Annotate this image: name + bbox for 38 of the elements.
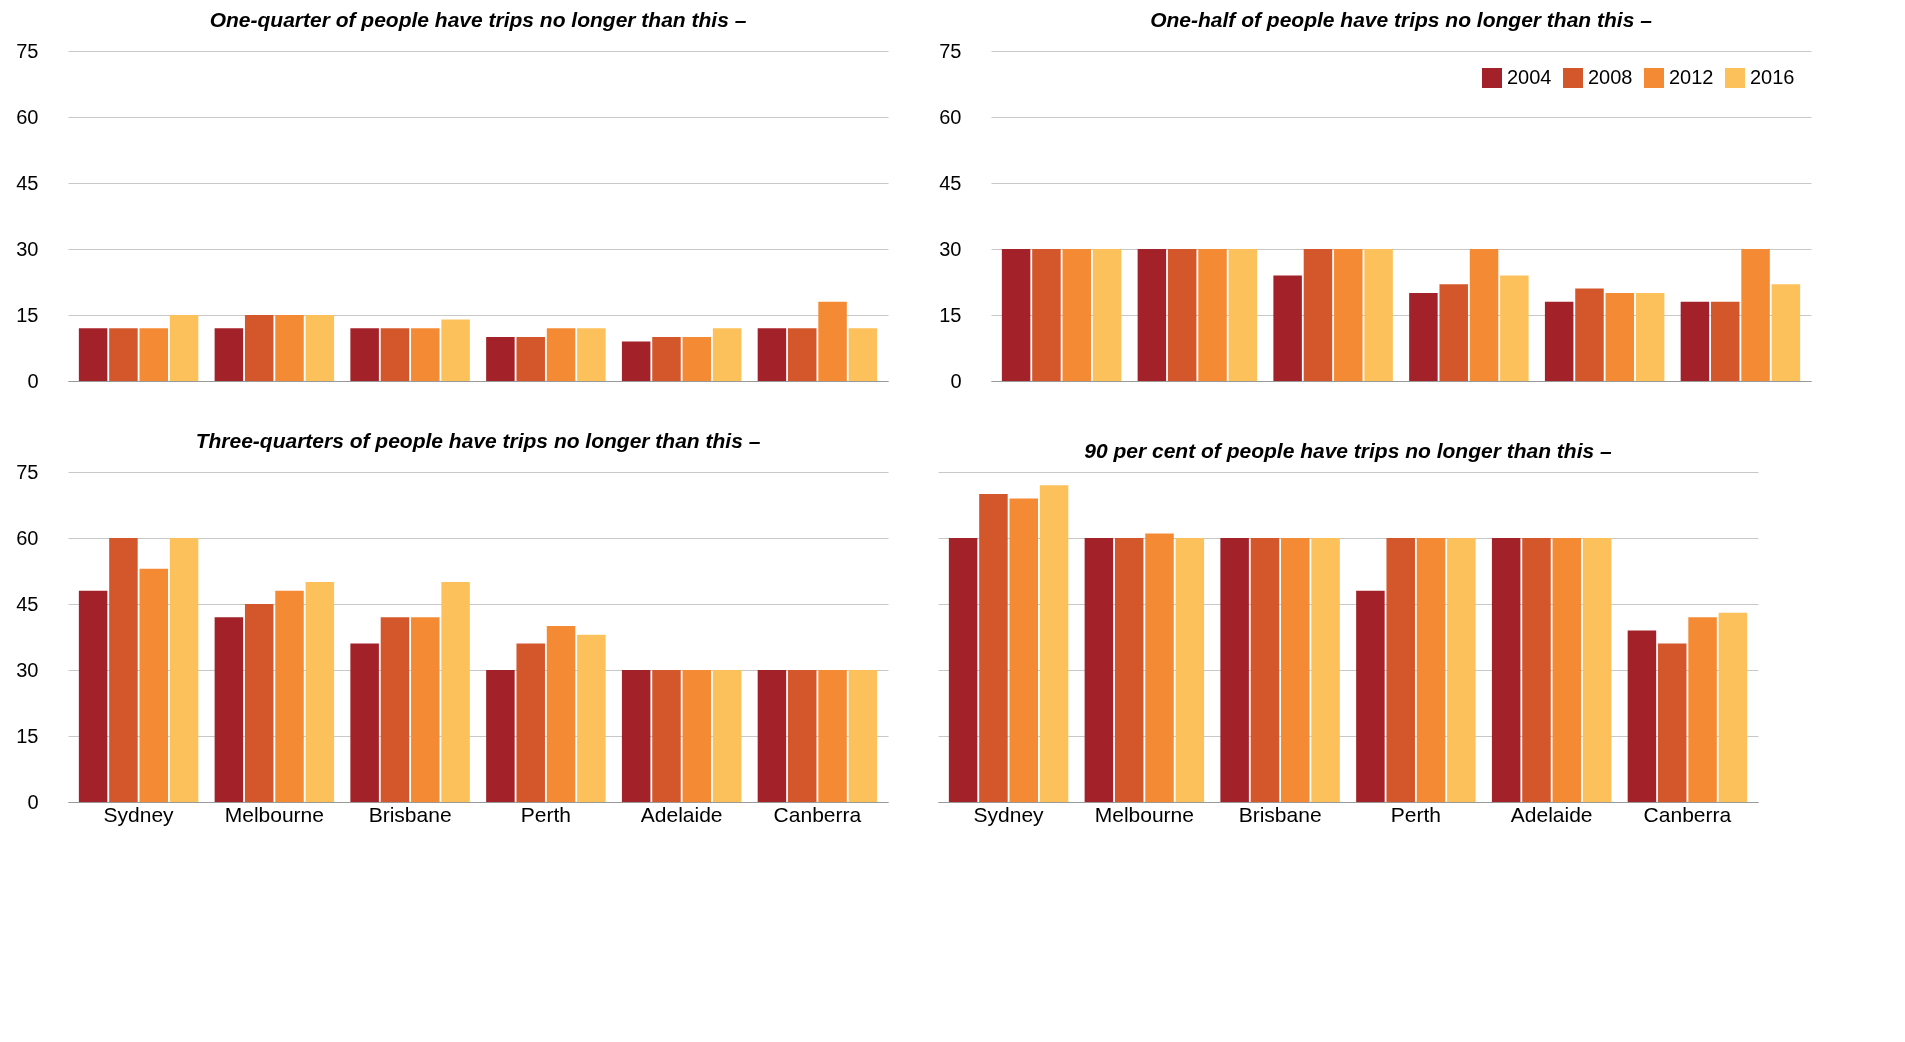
y-tick-label: 75	[939, 39, 962, 62]
y-tick-label: 45	[16, 592, 39, 615]
x-tick-label: Sydney	[973, 802, 1045, 826]
y-tick-label: 45	[16, 171, 39, 194]
chart-title: One-quarter of people have trips no longer than this –	[209, 8, 747, 31]
chart-title: Three-quarters of people have trips no longer than this –	[195, 429, 761, 452]
x-tick-label: Canberra	[1643, 802, 1732, 826]
chart-title: 90 per cent of people have trips no longer than this –	[1084, 439, 1613, 462]
x-tick-label: Brisbane	[368, 802, 452, 826]
x-tick-label: Adelaide	[640, 802, 723, 826]
y-tick-label: 60	[16, 105, 39, 128]
legend-label: 2004	[1507, 66, 1552, 88]
y-tick-label: 0	[27, 369, 39, 392]
y-tick-label: 0	[27, 790, 39, 813]
y-tick-label: 30	[16, 237, 39, 260]
x-tick-label: Sydney	[103, 802, 175, 826]
x-tick-label: Melbourne	[224, 802, 324, 826]
x-tick-label: Perth	[1390, 802, 1441, 826]
chart-title: One-half of people have trips no longer than this –	[1150, 8, 1653, 31]
y-tick-label: 75	[16, 460, 39, 483]
x-tick-label: Melbourne	[1094, 802, 1194, 826]
y-tick-label: 75	[16, 39, 39, 62]
y-tick-label: 60	[16, 526, 39, 549]
legend-label: 2012	[1669, 66, 1714, 88]
x-tick-label: Canberra	[773, 802, 862, 826]
y-tick-label: 30	[939, 237, 962, 260]
x-tick-label: Adelaide	[1510, 802, 1593, 826]
legend-label: 2008	[1588, 66, 1633, 88]
y-tick-label: 15	[16, 303, 39, 326]
x-tick-label: Brisbane	[1238, 802, 1322, 826]
y-tick-label: 0	[950, 369, 962, 392]
y-tick-label: 30	[16, 658, 39, 681]
legend-label: 2016	[1750, 66, 1795, 88]
y-tick-label: 45	[939, 171, 962, 194]
y-tick-label: 15	[939, 303, 962, 326]
x-tick-label: Perth	[520, 802, 571, 826]
y-tick-label: 60	[939, 105, 962, 128]
y-tick-label: 15	[16, 724, 39, 747]
